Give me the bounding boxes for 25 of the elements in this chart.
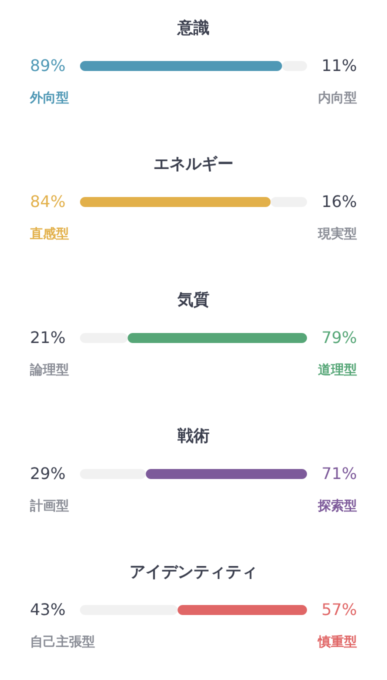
series-label: 内向型: [318, 91, 357, 106]
data-label: 89%: [30, 56, 66, 75]
series-label: 計画型: [29, 498, 69, 514]
series-label: 探索型: [317, 498, 357, 514]
data-label: 29%: [30, 464, 66, 483]
chart-title: 気質: [176, 290, 210, 309]
chart-title: 意識: [176, 18, 210, 37]
series-label: 論理型: [29, 362, 69, 378]
series-label: 外向型: [29, 91, 69, 106]
series-label: 慎重型: [317, 634, 357, 650]
data-label: 21%: [30, 328, 66, 347]
series-label: 自己主張型: [30, 634, 95, 650]
data-label: 16%: [321, 192, 357, 211]
chart-title: アイデンティティ: [130, 562, 258, 581]
data-label: 71%: [321, 464, 357, 483]
data-label: 11%: [321, 56, 357, 75]
chart-title: エネルギー: [154, 154, 234, 173]
data-label: 84%: [30, 192, 66, 211]
series-label: 直感型: [29, 226, 69, 242]
series-label: 道理型: [317, 363, 357, 378]
series-label: 現実型: [317, 226, 357, 242]
data-label: 57%: [321, 600, 357, 619]
data-label: 43%: [30, 600, 66, 619]
chart-title: 戦術: [176, 426, 210, 445]
data-label: 79%: [321, 328, 357, 347]
